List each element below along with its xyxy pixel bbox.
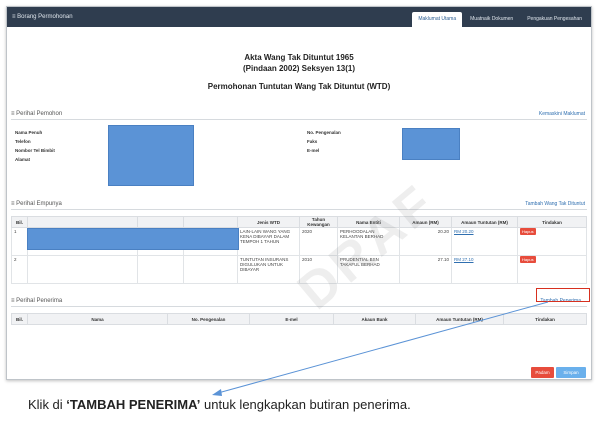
col-bil: Bil. bbox=[11, 216, 28, 228]
redacted-block bbox=[27, 228, 239, 250]
label-telefon: Telefon bbox=[15, 139, 31, 144]
callout-arrowhead bbox=[212, 389, 222, 396]
caption-post: untuk lengkapkan butiran penerima. bbox=[200, 397, 411, 412]
hapus-button[interactable]: Hapus bbox=[520, 228, 536, 235]
caption-pre: Klik di bbox=[28, 397, 67, 412]
cell-jenis: LAIN-LAIN WANG YANG KENA DIBAYAR DALAM T… bbox=[237, 227, 300, 256]
window-title: ≡ Borang Permohonan bbox=[12, 14, 73, 20]
col-tindakan: Tindakan bbox=[503, 313, 587, 325]
redacted-block bbox=[108, 125, 194, 186]
hapus-button[interactable]: Hapus bbox=[520, 256, 536, 263]
cell-entiti: PERHOODALAN KELANTAN BERHAD bbox=[337, 227, 400, 256]
cell-jenis: TUNTUTAN INSURANS DIGULUKAN UNTUK DIBAYA… bbox=[237, 255, 300, 284]
col-tuntutan: Amaun Tuntutan (RM) bbox=[451, 216, 518, 228]
table-header-row: Bil. Nama No. Pengenalan E-mel Akaun Ban… bbox=[11, 313, 587, 325]
cell-amaun: 27.10 bbox=[399, 255, 452, 284]
empunya-table: Bil. Jenis WTD Tahun Kewangan Nama Entit… bbox=[11, 216, 587, 284]
cell-amaun: 20.20 bbox=[399, 227, 452, 256]
cell-redacted bbox=[27, 255, 138, 284]
table-row: 2 TUNTUTAN INSURANS DIGULUKAN UNTUK DIBA… bbox=[11, 255, 587, 284]
redacted-block bbox=[402, 128, 460, 160]
caption-bold: ‘TAMBAH PENERIMA’ bbox=[66, 397, 201, 412]
section-empunya: ≡ Perihal Empunya Tambah Wang Tak Ditunt… bbox=[11, 201, 587, 210]
cell-redacted bbox=[137, 255, 184, 284]
tuntutan-link[interactable]: RM 20.20 bbox=[454, 229, 474, 234]
highlight-box bbox=[536, 288, 590, 302]
cell-tindakan: Hapus bbox=[517, 227, 587, 256]
form-content: Akta Wang Tak Dituntut 1965 (Pindaan 200… bbox=[7, 27, 591, 379]
col-email: E-mel bbox=[249, 313, 334, 325]
section-pemohon: ≡ Perihal Pemohon Kemaskini Maklumat bbox=[11, 111, 587, 120]
cell-tindakan: Hapus bbox=[517, 255, 587, 284]
col-blank bbox=[183, 216, 238, 228]
tab-muatnaik-dokumen[interactable]: Muatnaik Dokumen bbox=[470, 16, 514, 22]
kemaskini-maklumat-link[interactable]: Kemaskini Maklumat bbox=[538, 111, 585, 117]
col-tahun: Tahun Kewangan bbox=[299, 216, 338, 228]
cell-tahun: 2010 bbox=[299, 255, 338, 284]
label-pengenalan: No. Pengenalan bbox=[307, 130, 341, 135]
tuntutan-link[interactable]: RM 27.10 bbox=[454, 257, 474, 262]
col-tindakan: Tindakan bbox=[517, 216, 587, 228]
section-penerima-title: ≡ Perihal Penerima bbox=[11, 298, 63, 304]
col-amaun-tuntutan: Amaun Tuntutan (RM) bbox=[415, 313, 504, 325]
label-tel-bimbit: Nombor Tel Bimbit bbox=[15, 148, 55, 153]
col-bil: Bil. bbox=[11, 313, 28, 325]
col-entiti: Nama Entiti bbox=[337, 216, 400, 228]
col-nama: Nama bbox=[27, 313, 168, 325]
label-email: E-mel bbox=[307, 148, 320, 153]
label-faks: Faks bbox=[307, 139, 318, 144]
tab-pengakuan-pengesahan[interactable]: Pengakuan Pengesahan bbox=[527, 16, 582, 22]
col-blank bbox=[27, 216, 138, 228]
col-akaun-bank: Akaun Bank bbox=[333, 313, 416, 325]
cell-tuntutan: RM 20.20 bbox=[451, 227, 518, 256]
application-window: ≡ Borang Permohonan Maklumat Utama Muatn… bbox=[6, 6, 592, 380]
col-pengenalan: No. Pengenalan bbox=[167, 313, 250, 325]
cell-tahun: 2020 bbox=[299, 227, 338, 256]
cell-bil: 2 bbox=[11, 255, 28, 284]
cell-redacted bbox=[183, 255, 238, 284]
label-nama: Nama Penuh bbox=[15, 130, 43, 135]
col-jenis: Jenis WTD bbox=[237, 216, 300, 228]
simpan-button[interactable]: Simpan bbox=[556, 367, 586, 378]
top-bar: ≡ Borang Permohonan Maklumat Utama Muatn… bbox=[7, 7, 591, 27]
section-pemohon-title: ≡ Perihal Pemohon bbox=[11, 111, 63, 117]
act-title: Akta Wang Tak Dituntut 1965 bbox=[244, 53, 354, 62]
table-header-row: Bil. Jenis WTD Tahun Kewangan Nama Entit… bbox=[11, 216, 587, 228]
act-subtitle: (Pindaan 2002) Seksyen 13(1) bbox=[242, 64, 356, 73]
col-blank bbox=[137, 216, 184, 228]
section-penerima: ≡ Perihal Penerima Tambah Penerima bbox=[11, 298, 587, 307]
section-empunya-title: ≡ Perihal Empunya bbox=[11, 201, 62, 207]
penerima-table: Bil. Nama No. Pengenalan E-mel Akaun Ban… bbox=[11, 313, 587, 325]
cell-tuntutan: RM 27.10 bbox=[451, 255, 518, 284]
padam-button[interactable]: Padam bbox=[531, 367, 554, 378]
form-title: Permohonan Tuntutan Wang Tak Dituntut (W… bbox=[207, 82, 391, 91]
instruction-caption: Klik di ‘TAMBAH PENERIMA’ untuk lengkapk… bbox=[28, 397, 411, 412]
tambah-wtd-link[interactable]: Tambah Wang Tak Dituntut bbox=[525, 201, 585, 207]
cell-entiti: PRUDENTIAL BSN TAKAFUL BERHAD bbox=[337, 255, 400, 284]
label-alamat: Alamat bbox=[15, 157, 31, 162]
tab-maklumat-utama[interactable]: Maklumat Utama bbox=[412, 12, 463, 27]
col-amaun: Amaun (RM) bbox=[399, 216, 452, 228]
cell-bil: 1 bbox=[11, 227, 28, 256]
tab-bar: Maklumat Utama Muatnaik Dokumen Pengakua… bbox=[412, 12, 588, 27]
